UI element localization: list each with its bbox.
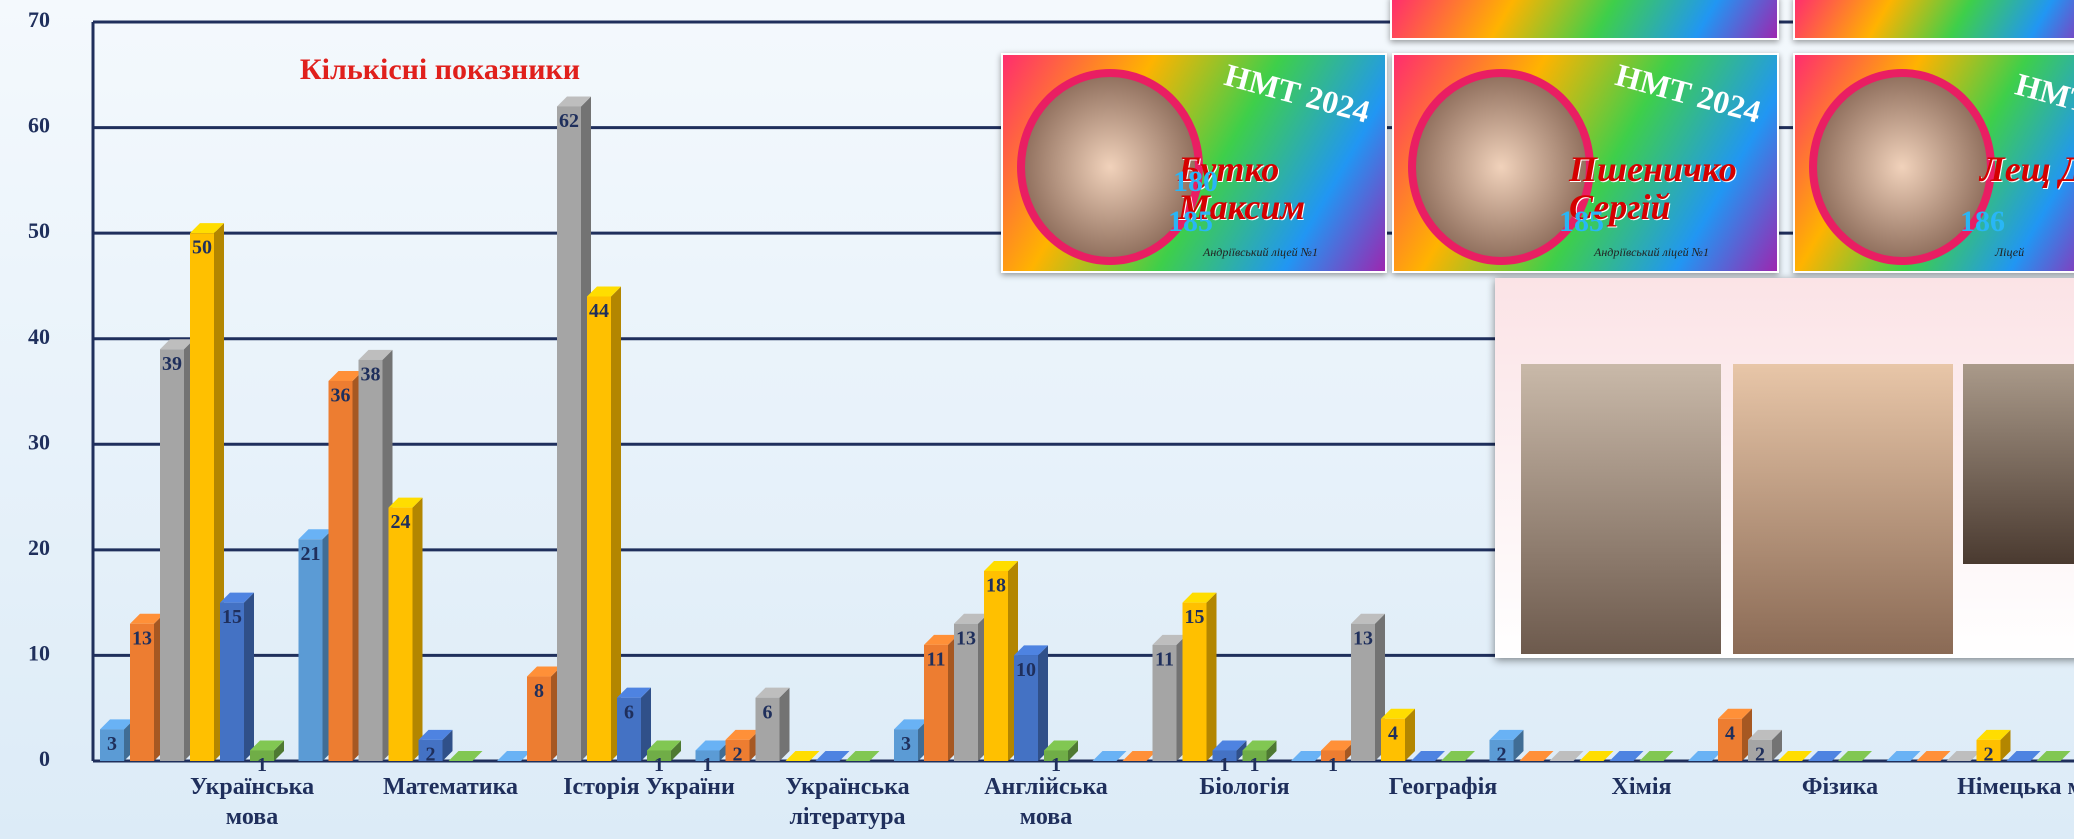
value-label: 6 [763,701,773,723]
value-label: 6 [624,701,634,723]
x-tick-label: Математика [361,772,541,802]
value-label: 10 [1016,659,1036,681]
y-tick-label: 70 [28,7,50,32]
score: 185 [1559,205,1604,239]
x-tick-label: Географія [1353,772,1533,802]
school: Андріївський ліцей №1 [1594,245,1709,260]
certificate-card: НМТ Лещ Діа 186 Ліцей [1793,53,2074,273]
school: Андріївський ліцей №1 [1203,245,1318,260]
bar-side [611,286,621,761]
bar [299,539,323,761]
bar-side [1038,645,1048,761]
certificate-card-partial [1793,0,2074,40]
y-tick-label: 40 [28,324,50,349]
bar [160,349,184,761]
value-label: 39 [162,353,182,375]
bar-side [780,688,790,761]
certificate-card: НМТ 2024Пшеничко Сергій185Андріївський л… [1392,53,1779,273]
y-tick-label: 60 [28,113,50,138]
value-label: 50 [192,237,212,259]
bar [557,106,581,761]
score: 186 [1960,205,2005,239]
bar-side [413,498,423,761]
chart-title: Кількісні показники [300,53,580,86]
x-tick-label: Українська література [758,772,938,832]
y-tick-label: 20 [28,535,50,560]
value-label: 4 [1388,722,1398,744]
value-label: 8 [534,680,544,702]
exam: НМТ 2024 [1612,56,1765,130]
value-label: 21 [301,543,321,565]
y-tick-label: 10 [28,640,50,665]
certificate-card: НМТ 2024Бутко Максим185180Андріївський л… [1001,53,1387,273]
photo [1521,364,1721,654]
y-tick-label: 30 [28,429,50,454]
value-label: 38 [361,363,381,385]
value-label: 36 [331,385,351,407]
bar [984,571,1008,761]
certificate-card-partial [1390,0,1779,40]
score: 185 [1168,205,1213,239]
exam: НМТ [2012,66,2074,122]
x-tick-label: Німецька мова [1949,772,2074,802]
y-tick-label: 0 [39,746,50,771]
value-label: 2 [426,743,436,765]
value-label: 15 [1185,606,1205,628]
photo-collage [1495,278,2074,658]
bar-side [1207,593,1217,761]
x-tick-label: Англійська мова [956,772,1136,832]
value-label: 2 [1984,743,1994,765]
value-label: 13 [1353,627,1373,649]
x-tick-label: Хімія [1552,772,1732,802]
value-label: 24 [391,511,411,533]
x-tick-label: Українська мова [162,772,342,832]
value-label: 2 [1497,743,1507,765]
value-label: 3 [901,733,911,755]
score: 180 [1173,165,1218,199]
exam: НМТ 2024 [1221,56,1374,130]
value-label: 13 [956,627,976,649]
value-label: 15 [222,606,242,628]
photo [1963,364,2074,564]
photo [1733,364,1953,654]
bar [329,381,353,761]
value-label: 13 [132,627,152,649]
school: Ліцей [1995,245,2024,260]
value-label: 11 [1155,648,1174,670]
bar [389,508,413,761]
student-name: Лещ Діа [1980,150,2074,188]
bar [587,296,611,761]
x-tick-label: Фізика [1750,772,1930,802]
value-label: 2 [733,743,743,765]
x-tick-label: Історія України [559,772,739,802]
value-label: 62 [559,110,579,132]
value-label: 4 [1725,722,1735,744]
value-label: 18 [986,575,1006,597]
x-tick-label: Біологія [1155,772,1335,802]
value-label: 2 [1755,743,1765,765]
value-label: 3 [107,733,117,755]
bar-side [244,593,254,761]
slide: 2242413111151111018131136211644628224383… [0,0,2074,839]
y-tick-label: 50 [28,218,50,243]
value-label: 44 [589,300,609,322]
bar [359,360,383,761]
value-label: 11 [927,648,946,670]
bar [190,233,214,761]
